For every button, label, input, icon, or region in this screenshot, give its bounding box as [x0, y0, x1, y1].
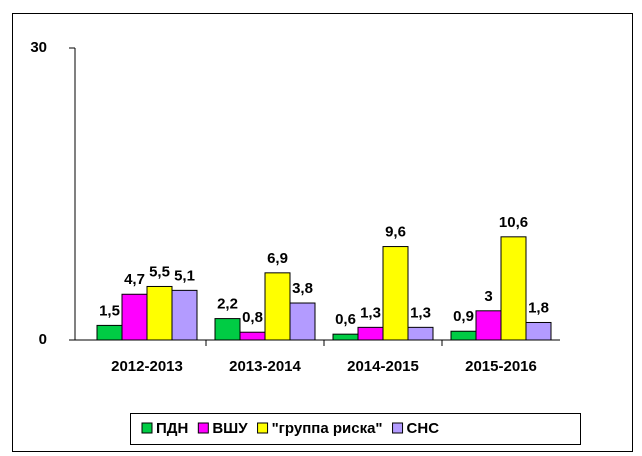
- legend-swatch: [197, 422, 209, 434]
- bar: [332, 333, 359, 341]
- x-tick-label: 2015-2016: [465, 358, 537, 375]
- legend-swatch: [392, 422, 404, 434]
- value-label: 5,5: [149, 263, 170, 280]
- x-tick-label: 2014-2015: [347, 358, 419, 375]
- value-label: 6,9: [267, 250, 288, 267]
- value-label: 0,9: [453, 308, 474, 325]
- value-label: 1,5: [99, 302, 120, 319]
- legend-box: [130, 413, 581, 445]
- chart-border: [12, 13, 633, 452]
- value-label: 1,3: [360, 304, 381, 321]
- value-label: 10,6: [499, 214, 528, 231]
- legend-swatch: [257, 422, 269, 434]
- value-label: 3,8: [292, 280, 313, 297]
- bar: [500, 236, 527, 341]
- value-label: 1,3: [410, 304, 431, 321]
- legend-label: "группа риска": [272, 420, 383, 437]
- bar: [450, 330, 477, 341]
- value-label: 0,8: [242, 309, 263, 326]
- bar: [382, 246, 409, 341]
- value-label: 5,1: [174, 267, 195, 284]
- value-label: 9,6: [385, 224, 406, 241]
- bar: [171, 289, 198, 341]
- bar: [96, 324, 123, 341]
- bar: [146, 285, 173, 341]
- bar: [407, 326, 434, 341]
- bar: [121, 293, 148, 341]
- x-tick-label: 2013-2014: [229, 358, 301, 375]
- x-tick-label: 2012-2013: [111, 358, 183, 375]
- legend-label: ПДН: [156, 420, 188, 437]
- bar: [239, 331, 266, 341]
- bar: [264, 272, 291, 341]
- bar: [475, 310, 502, 341]
- bar: [289, 302, 316, 341]
- value-label: 2,2: [217, 296, 238, 313]
- y-tick-label: 30: [30, 39, 47, 56]
- y-tick-label: 0: [39, 331, 47, 348]
- value-label: 0,6: [335, 311, 356, 328]
- value-label: 3: [484, 288, 492, 305]
- bar: [214, 318, 241, 341]
- value-label: 4,7: [124, 271, 145, 288]
- bar: [357, 326, 384, 341]
- value-label: 1,8: [528, 299, 549, 316]
- legend-swatch: [141, 422, 153, 434]
- bar: [525, 321, 552, 341]
- legend-label: ВШУ: [212, 420, 248, 437]
- legend-label: СНС: [407, 420, 440, 437]
